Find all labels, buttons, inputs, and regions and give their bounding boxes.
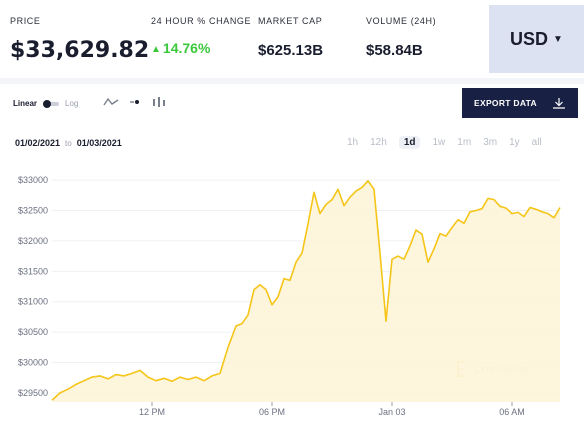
currency-select[interactable]: USD ▼ <box>489 5 584 73</box>
range-tab-1h[interactable]: 1h <box>347 137 359 148</box>
price-chart: $29500 $30000 $30500 $31000 $31500 $32000 $325… <box>18 175 561 417</box>
y-tick-label: $30500 <box>18 327 48 337</box>
date-to-word: to <box>65 139 72 148</box>
export-label: EXPORT DATA <box>474 98 537 108</box>
y-tick-label: $32500 <box>18 206 48 216</box>
y-tick-label: $32000 <box>18 236 48 246</box>
scale-linear-label[interactable]: Linear <box>13 99 38 108</box>
change-value-wrap: ▲ 14.76% <box>151 40 251 56</box>
candlestick-chart-icon[interactable] <box>151 96 167 108</box>
marketcap-stat: MARKET CAP $625.13B <box>258 16 323 59</box>
date-range[interactable]: 01/02/2021 to 01/03/2021 <box>15 138 122 148</box>
range-tab-3m[interactable]: 3m <box>483 137 498 148</box>
volume-label: VOLUME (24H) <box>366 16 437 26</box>
scale-switch[interactable] <box>43 99 60 108</box>
volume-stat: VOLUME (24H) $58.84B <box>366 16 436 59</box>
price-stat: PRICE $33,629.82 <box>10 16 149 63</box>
time-range-tabs: 1h 12h 1d 1w 1m 3m 1y all <box>347 136 554 149</box>
export-data-button[interactable]: EXPORT DATA <box>462 88 578 118</box>
y-tick-label: $33000 <box>18 175 48 185</box>
x-tick-label: Jan 03 <box>378 407 405 417</box>
ohlc-chart-icon[interactable] <box>127 96 143 108</box>
price-line <box>51 180 561 401</box>
x-tick-label: 06 AM <box>499 407 525 417</box>
y-axis-ticks: $29500 $30000 $30500 $31000 $31500 $32000 $325… <box>18 175 48 398</box>
price-label: PRICE <box>10 16 41 26</box>
date-to[interactable]: 01/03/2021 <box>76 138 122 148</box>
range-tab-all[interactable]: all <box>531 137 542 148</box>
stats-bar: PRICE $33,629.82 24 HOUR % CHANGE ▲ 14.76… <box>0 0 584 78</box>
price-value: $33,629.82 <box>10 38 150 63</box>
x-tick-label: 12 PM <box>139 407 165 417</box>
range-tab-1d[interactable]: 1d <box>398 136 421 149</box>
chevron-down-icon: ▼ <box>553 33 563 45</box>
x-tick-label: 06 PM <box>259 407 285 417</box>
range-tab-1m[interactable]: 1m <box>457 137 472 148</box>
y-tick-label: $30000 <box>18 357 48 367</box>
x-axis-ticks: 12 PM 06 PM Jan 03 06 AM <box>139 402 525 417</box>
up-triangle-icon: ▲ <box>151 44 161 55</box>
change-stat: 24 HOUR % CHANGE ▲ 14.76% <box>151 16 251 56</box>
download-icon <box>553 98 565 109</box>
chart-type-switcher <box>103 96 167 108</box>
scale-log-label[interactable]: Log <box>65 99 79 108</box>
range-tab-1w[interactable]: 1w <box>432 137 446 148</box>
y-tick-label: $31500 <box>18 266 48 276</box>
change-value: 14.76% <box>162 40 211 56</box>
range-tab-12h[interactable]: 12h <box>370 137 387 148</box>
range-tab-1y[interactable]: 1y <box>509 137 520 148</box>
price-area-fill <box>52 180 560 402</box>
scale-toggle[interactable]: Linear Log <box>13 99 78 108</box>
change-label: 24 HOUR % CHANGE <box>151 16 252 26</box>
y-tick-label: $29500 <box>18 388 48 398</box>
currency-label: USD <box>510 28 549 49</box>
marketcap-value: $625.13B <box>258 42 324 59</box>
line-chart-icon[interactable] <box>103 96 119 108</box>
volume-value: $58.84B <box>366 42 423 59</box>
marketcap-label: MARKET CAP <box>258 16 323 26</box>
date-from[interactable]: 01/02/2021 <box>15 138 61 148</box>
y-tick-label: $31000 <box>18 297 48 307</box>
